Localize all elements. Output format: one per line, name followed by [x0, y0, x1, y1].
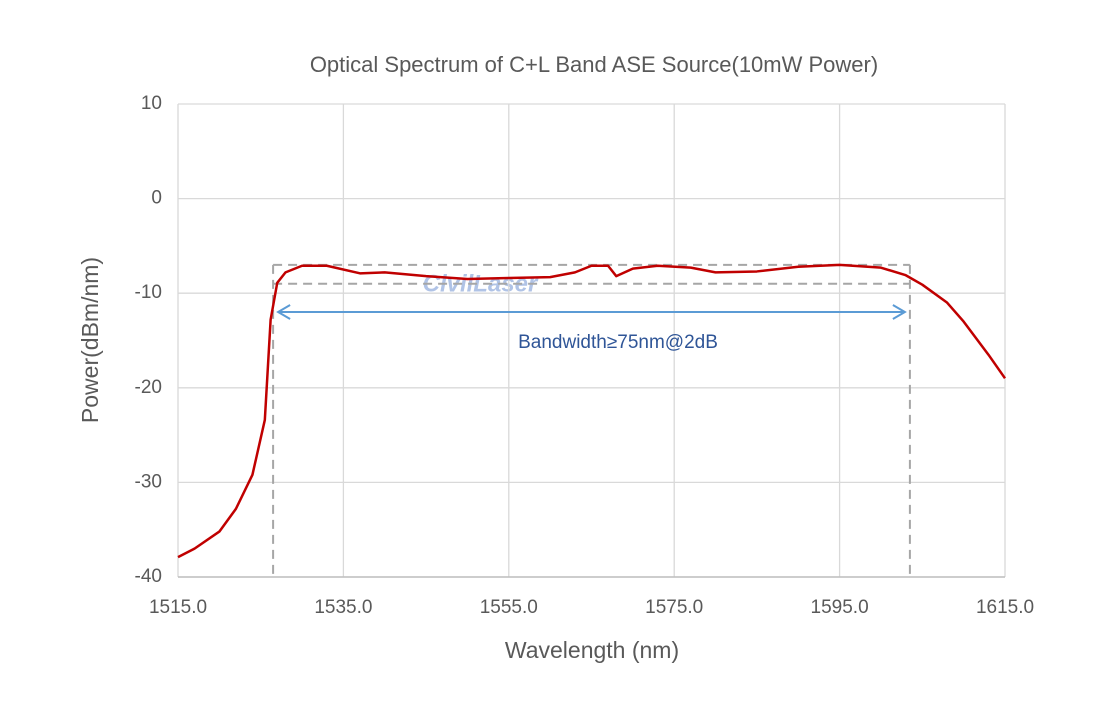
y-tick-label: 0: [151, 188, 162, 209]
y-tick-label: -10: [135, 282, 162, 303]
y-tick-label: -30: [135, 471, 162, 492]
x-tick-label: 1515.0: [149, 597, 207, 618]
chart-title: Optical Spectrum of C+L Band ASE Source(…: [310, 52, 878, 77]
x-tick-label: 1555.0: [480, 597, 538, 618]
x-tick-label: 1575.0: [645, 597, 703, 618]
x-axis-label: Wavelength (nm): [505, 637, 679, 663]
annotation: Bandwidth≥75nm@2dB: [518, 332, 718, 353]
y-axis-label: Power(dBm/nm): [77, 257, 103, 423]
x-tick-label: 1535.0: [314, 597, 372, 618]
x-tick-label: 1615.0: [976, 597, 1034, 618]
y-tick-label: -20: [135, 377, 162, 398]
arrow-head: [276, 304, 291, 320]
y-tick-label: 10: [141, 93, 162, 114]
arrow-head: [892, 304, 907, 320]
x-tick-label: 1595.0: [811, 597, 869, 618]
y-tick-label: -40: [135, 566, 162, 587]
spectrum-line: [177, 263, 1007, 559]
